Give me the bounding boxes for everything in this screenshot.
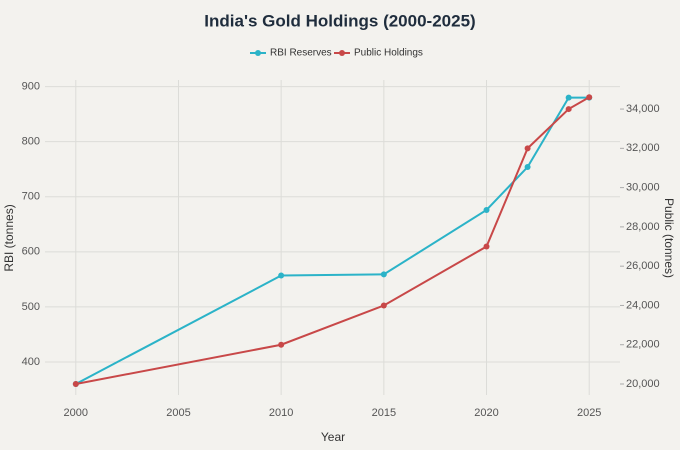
- legend-label: RBI Reserves: [270, 48, 332, 59]
- legend-marker: [255, 50, 261, 56]
- y2-tick-label: 20,000: [626, 378, 660, 390]
- legend-marker: [339, 50, 345, 56]
- data-point: [380, 271, 387, 278]
- y2-tick-label: 24,000: [626, 299, 660, 311]
- data-point: [586, 94, 593, 101]
- chart-title: India's Gold Holdings (2000-2025): [204, 11, 475, 30]
- data-point: [483, 243, 490, 250]
- x-tick-label: 2015: [372, 407, 396, 419]
- y2-tick-label: 32,000: [626, 142, 660, 154]
- data-point: [278, 341, 285, 348]
- x-axis-label: Year: [321, 430, 345, 444]
- data-point: [565, 94, 572, 101]
- data-point: [278, 272, 285, 279]
- y-tick-label: 400: [22, 356, 40, 368]
- legend-label: Public Holdings: [354, 48, 423, 59]
- x-tick-label: 2025: [577, 407, 601, 419]
- data-point: [380, 302, 387, 309]
- y-tick-label: 700: [22, 191, 40, 203]
- y-axis-label: RBI (tonnes): [2, 204, 16, 271]
- data-point: [524, 145, 531, 152]
- x-tick-label: 2000: [64, 407, 88, 419]
- x-tick-label: 2020: [474, 407, 498, 419]
- y2-axis-label: Public (tonnes): [662, 198, 676, 278]
- data-point: [72, 381, 79, 388]
- y-tick-label: 900: [22, 81, 40, 93]
- y2-tick-label: 30,000: [626, 182, 660, 194]
- y-tick-label: 600: [22, 246, 40, 258]
- data-point: [565, 106, 572, 113]
- y2-tick-label: 22,000: [626, 339, 660, 351]
- y-tick-label: 800: [22, 136, 40, 148]
- data-point: [483, 206, 490, 213]
- x-tick-label: 2010: [269, 407, 293, 419]
- y-tick-label: 500: [22, 301, 40, 313]
- y2-tick-label: 34,000: [626, 103, 660, 115]
- x-tick-label: 2005: [166, 407, 190, 419]
- y2-tick-label: 28,000: [626, 221, 660, 233]
- y2-tick-label: 26,000: [626, 260, 660, 272]
- data-point: [524, 164, 531, 171]
